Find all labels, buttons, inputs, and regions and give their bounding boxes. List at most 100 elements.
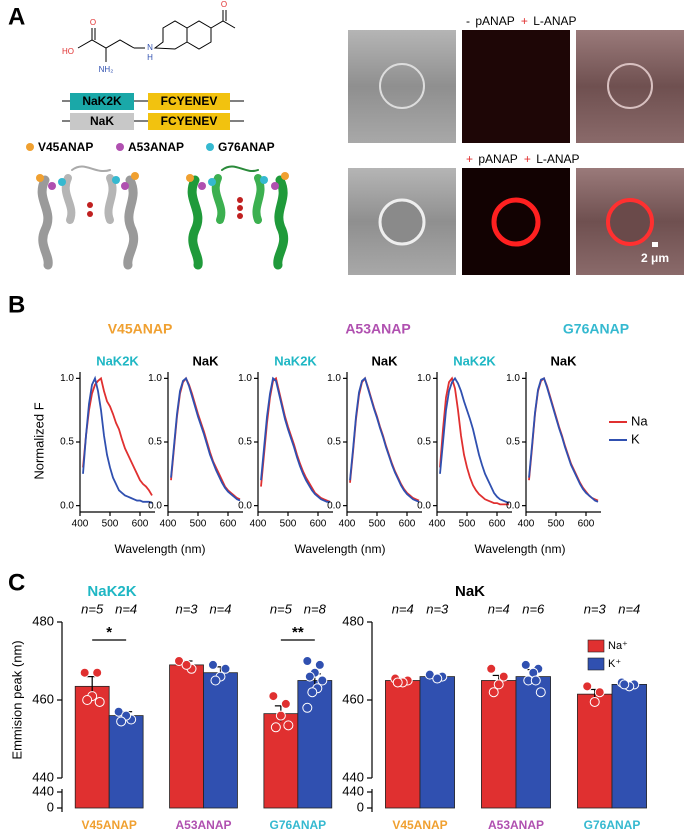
x-tick-label: 400 [72,519,89,530]
bar [263,713,299,809]
site-dot [116,143,124,151]
bar [577,693,613,809]
data-point [116,716,127,727]
bar [611,684,647,809]
data-point [498,671,509,682]
y-tick-label: 440 [32,769,54,784]
bar [419,676,455,809]
scale-bar-label: 2 μm [641,251,669,265]
y-tick-label: 460 [32,691,54,706]
y-tick-label: 1.0 [327,373,341,384]
spectrum-line [439,376,509,506]
condition-text: L-ANAP [533,14,576,28]
y-tick-label: 480 [342,613,364,628]
spectrum-line [260,376,331,503]
group-title: V45ANAP [108,321,173,337]
bar [203,672,238,809]
spectrum-line [82,376,153,496]
n-label: n=4 [209,601,231,616]
x-tick-label: 600 [310,519,327,530]
x-tick-label: V45ANAP [392,818,447,832]
protein-cartoon [37,165,289,270]
bar [108,715,144,809]
x-tick-label: 600 [220,519,237,530]
construct-label: FCYENEV [161,114,218,128]
x-tick-label: 500 [280,519,297,530]
data-point [392,677,403,688]
significance-label: * [106,624,112,641]
y-tick-label: 0.5 [506,437,520,448]
y-tick-label: 0.5 [417,437,431,448]
legend-swatch [587,639,605,653]
x-axis-label: Wavelength (nm) [115,542,206,556]
x-tick-label: 500 [190,519,207,530]
data-point [493,679,504,690]
x-tick-label: 500 [369,519,386,530]
x-tick-label: 600 [399,519,416,530]
condition-sign: - [466,14,470,28]
condition-sign: + [524,152,531,166]
x-tick-label: G76ANAP [269,818,326,832]
data-point [302,656,313,666]
construct-label: NaK [90,114,114,128]
group-title: A53ANAP [345,321,410,337]
chart-title: NaK [550,353,577,368]
y-tick-label: 0.0 [60,500,74,511]
y-tick-label: 440 [342,769,364,784]
x-tick-label: 600 [578,519,595,530]
atom-label: H [147,53,153,62]
y-tick-label: 1.0 [417,373,431,384]
atom-label: N [147,43,153,52]
panel-label: A [8,3,25,30]
x-tick-label: A53ANAP [488,818,544,832]
atom-label: O [90,18,96,27]
legend-label: K⁺ [608,658,621,670]
chart-title: NaK2K [453,353,496,368]
chart-title: NaK2K [96,353,139,368]
data-point [307,687,318,698]
n-label: n=8 [304,601,327,616]
legend-label: Na⁺ [608,640,628,652]
data-point [486,663,497,674]
data-point [302,702,313,713]
x-axis-label: Wavelength (nm) [295,542,386,556]
n-label: n=3 [426,601,449,616]
construct-box [148,113,230,130]
x-tick-label: 600 [489,519,506,530]
panel-label: B [8,291,25,318]
data-point [207,659,218,670]
x-tick-label: 400 [518,519,535,530]
bar [74,685,110,809]
y-tick-label: 0.0 [238,500,252,511]
data-point [432,673,443,684]
y-tick-label: 1.0 [238,373,252,384]
data-point [270,722,281,733]
data-point [520,659,531,670]
ion-dots [87,197,243,219]
y-tick-label: 0.0 [148,500,162,511]
bar [515,676,551,809]
n-label: n=6 [522,601,545,616]
chart-title: NaK [455,583,485,600]
construct-label: NaK2K [82,94,122,108]
chart-title: NaK [192,353,219,368]
y-tick-label: 0.5 [238,437,252,448]
data-point [530,675,541,686]
n-label: n=5 [81,601,104,616]
site-label: G76ANAP [218,140,275,154]
x-tick-label: 500 [459,519,476,530]
y-tick-label: 0.0 [506,500,520,511]
legend-label: Na [631,413,648,428]
data-point [304,671,315,682]
chart-title: NaK2K [87,583,136,600]
y-tick-label: 0.0 [327,500,341,511]
data-point [268,691,279,702]
group-title: G76ANAP [563,321,629,337]
bar [297,680,333,809]
legend-swatch [587,657,605,671]
atom-label: HO [62,47,74,56]
panel-label: C [8,569,25,596]
n-label: n=4 [115,601,137,616]
spectrum-line [260,376,330,503]
data-point [79,667,90,678]
